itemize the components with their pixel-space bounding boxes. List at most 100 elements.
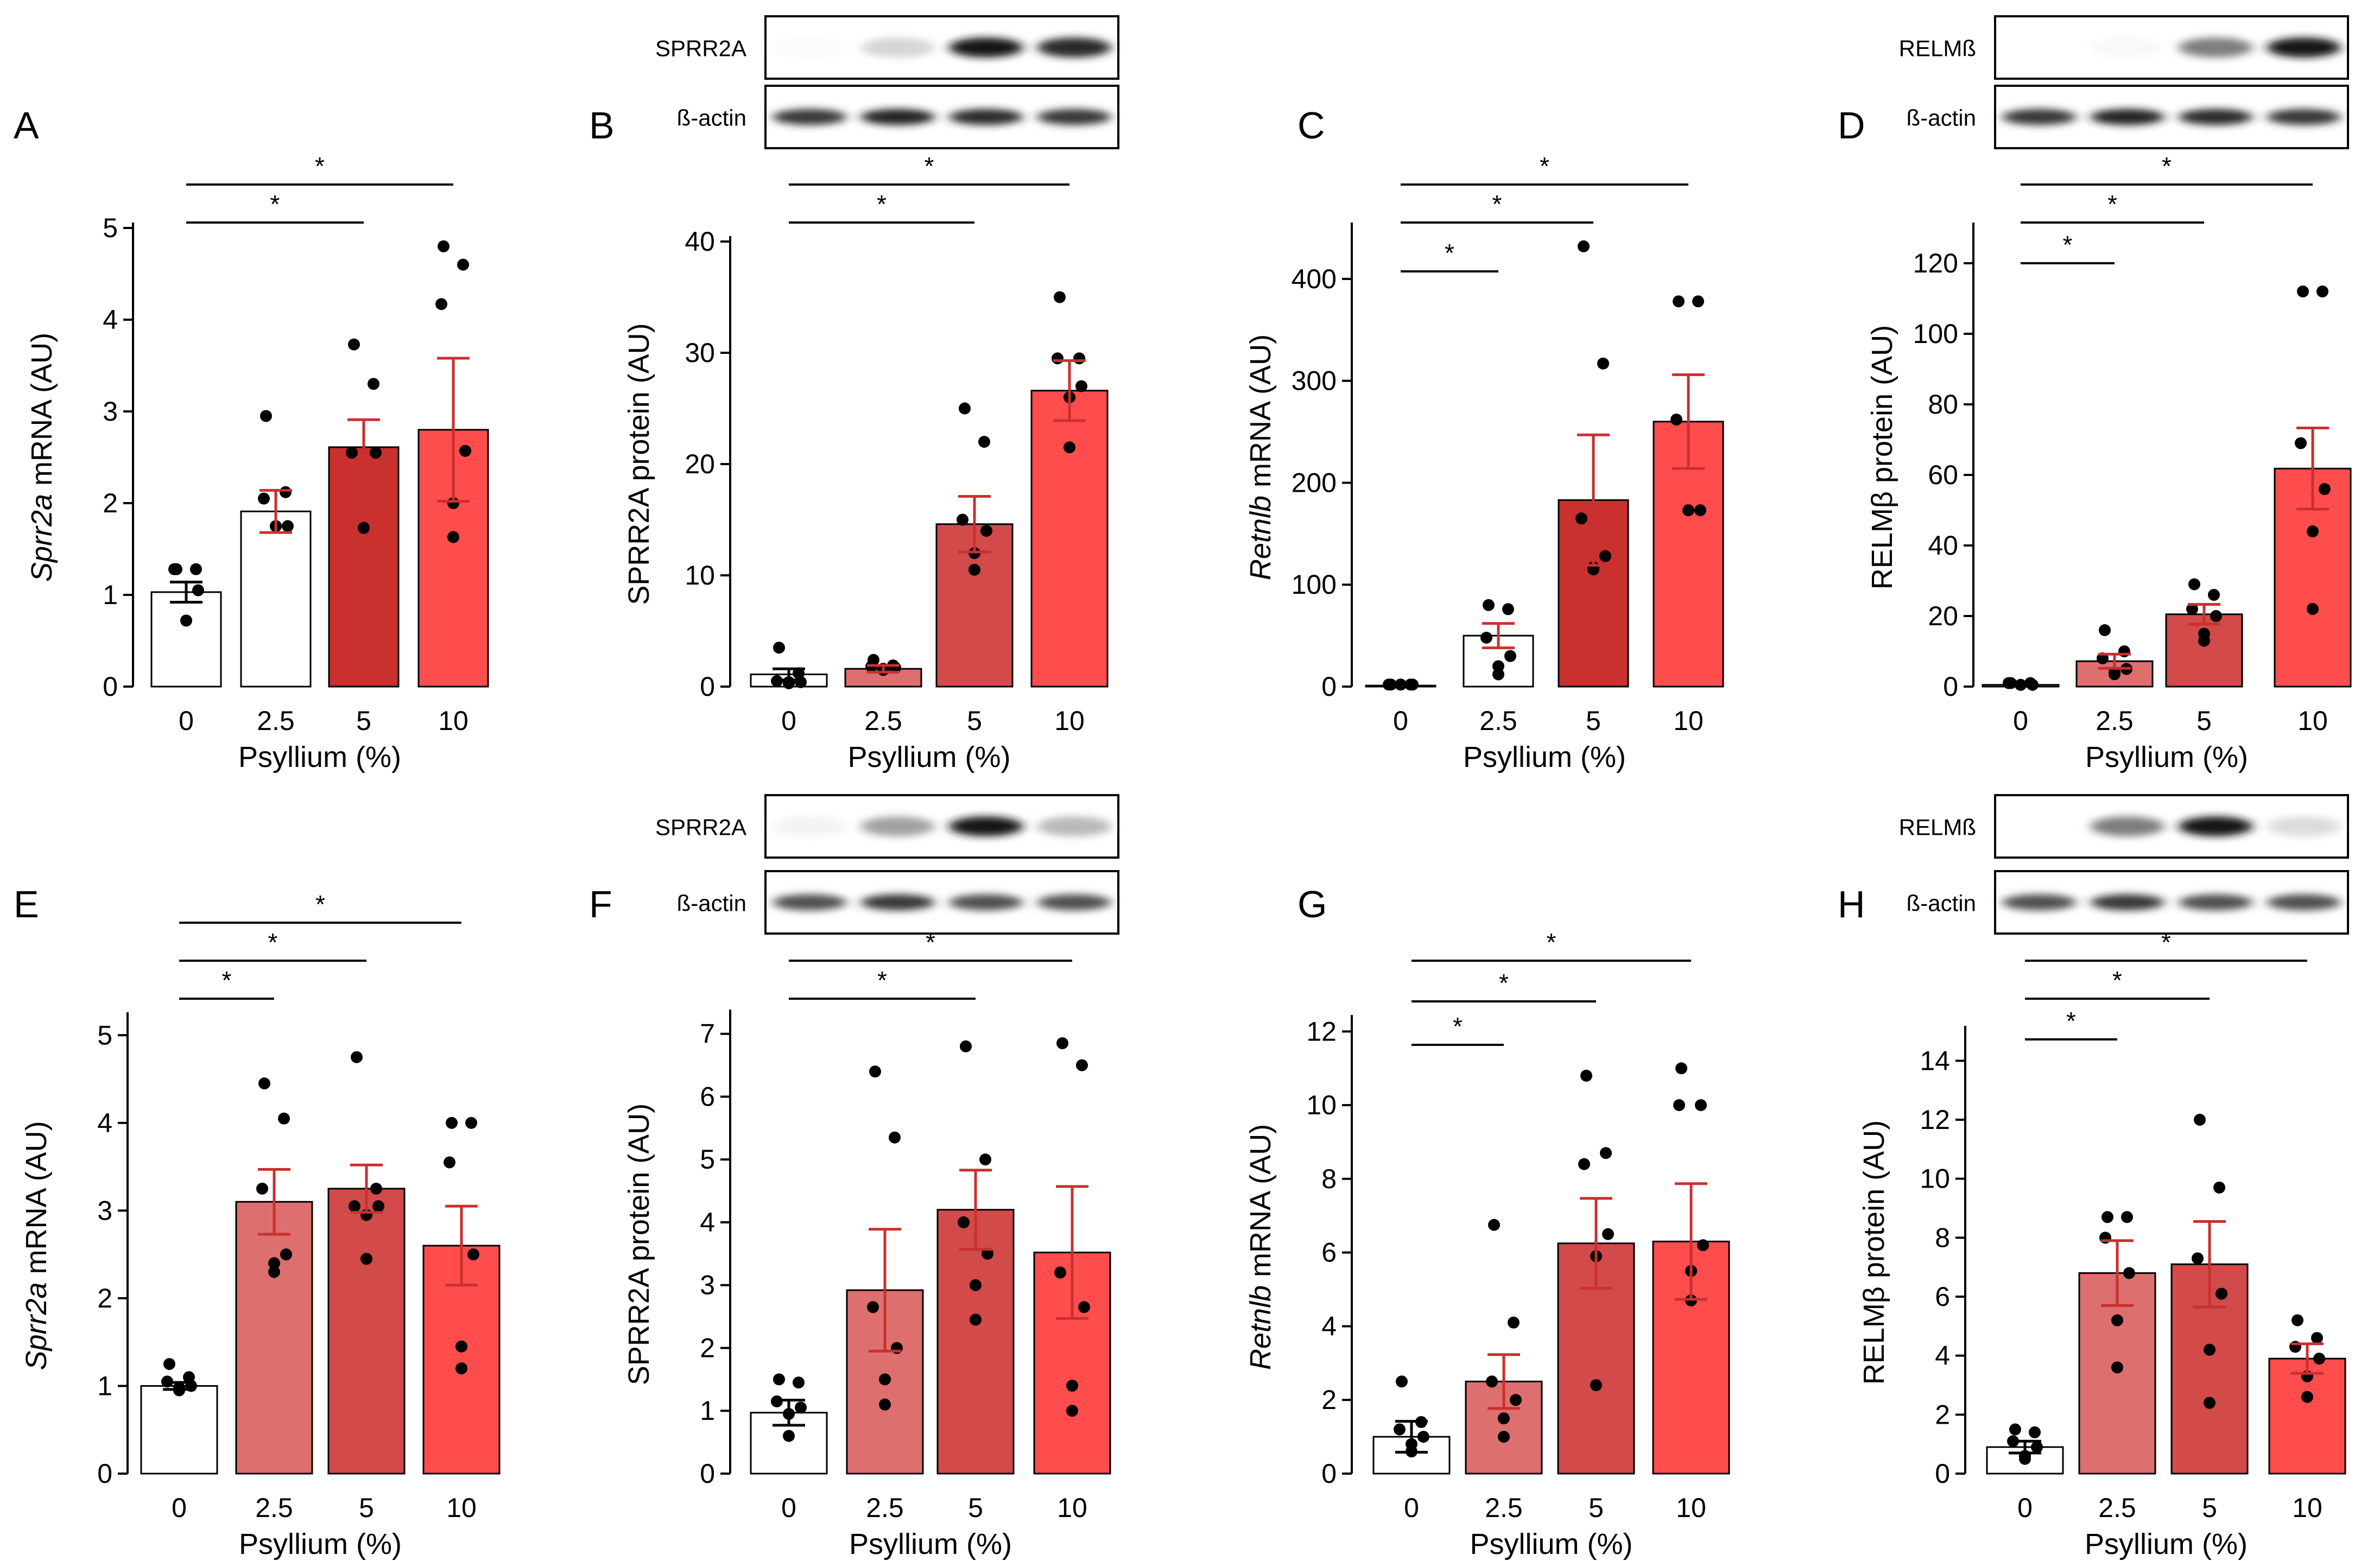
data-point-G-2-2: [1578, 1158, 1590, 1170]
blot-band-H-top-1: [2090, 816, 2164, 836]
blot-label-F-bottom: ß-actin: [677, 891, 746, 916]
data-point-D-2-3: [2210, 610, 2222, 622]
data-point-B-2-0: [959, 402, 971, 415]
data-point-H-1-0: [2102, 1211, 2113, 1223]
blot-band-H-top-2: [2179, 816, 2253, 836]
x-tick-label-C-5: 5: [1586, 706, 1601, 736]
data-point-E-3-5: [455, 1362, 467, 1375]
sig-star-D-1: *: [2107, 190, 2117, 218]
data-point-F-1-0: [869, 1065, 881, 1078]
y-axis-label-G: Retnlb mRNA (AU): [1244, 1124, 1277, 1370]
data-point-A-3-5: [447, 531, 459, 543]
blot-band-D-top-3: [2267, 37, 2341, 58]
y-tick-label-G-6: 6: [1321, 1238, 1337, 1268]
panel-G: G 0 2 4 6 8 10 12 0 2.5 5 10 Psyllium (%) Retnlb mRNA…: [1244, 883, 1730, 1560]
data-point-D-1-0: [2099, 624, 2111, 636]
data-point-C-1-3: [1504, 650, 1516, 662]
x-tick-label-F-5: 5: [968, 1493, 983, 1523]
x-axis-label-F: Psyllium (%): [849, 1528, 1012, 1560]
blot-band-D-bottom-3: [2267, 109, 2341, 125]
panel-letter-D: D: [1838, 104, 1865, 147]
blot-band-D-bottom-0: [2002, 109, 2077, 125]
y-axis-label-F: SPRR2A protein (AU): [623, 1103, 655, 1385]
data-point-G-1-0: [1488, 1219, 1500, 1231]
blot-band-F-bottom-0: [773, 894, 847, 911]
data-point-C-1-2: [1480, 631, 1492, 644]
data-point-E-2-3: [372, 1200, 384, 1213]
y-tick-label-C-400: 400: [1292, 264, 1337, 294]
data-point-H-3-0: [2292, 1314, 2303, 1327]
data-point-B-3-5: [1064, 441, 1075, 454]
data-point-A-2-1: [368, 378, 379, 390]
data-point-D-3-5: [2307, 603, 2319, 615]
y-tick-label-B-0: 0: [700, 671, 715, 702]
data-point-G-1-4: [1498, 1412, 1510, 1425]
sig-star-G-0: *: [1453, 1012, 1463, 1040]
bar-A-0: [150, 591, 222, 688]
sig-star-G-2: *: [1547, 928, 1556, 956]
x-tick-label-A-10: 10: [438, 706, 469, 736]
x-tick-label-E-10: 10: [446, 1493, 477, 1523]
data-point-C-3-2: [1670, 414, 1682, 426]
panel-letter-B: B: [589, 104, 615, 147]
data-point-D-3-3: [2319, 483, 2331, 495]
y-tick-label-B-20: 20: [685, 449, 715, 479]
panel-letter-C: C: [1297, 104, 1325, 147]
data-point-B-2-3: [980, 525, 992, 537]
data-point-H-3-3: [2313, 1353, 2325, 1365]
data-point-G-3-2: [1673, 1099, 1685, 1112]
data-point-E-1-0: [258, 1077, 270, 1090]
bar-B-10: [1030, 390, 1109, 688]
data-point-D-2-0: [2188, 578, 2200, 591]
y-tick-label-E-3: 3: [97, 1195, 112, 1226]
panel-A: A 0 1 2 3 4 5 0 2.5 5 10 Psyllium (%) Sprr2a mRNA (A…: [14, 104, 489, 773]
data-point-E-1-2: [256, 1183, 268, 1195]
blot-band-F-top-0: [773, 816, 847, 836]
data-point-F-2-0: [960, 1040, 972, 1052]
data-point-D-2-1: [2208, 589, 2220, 601]
x-tick-label-C-10: 10: [1673, 706, 1704, 736]
panel-C: C 0 100 200 300 400 0 2.5 5 10 Psyllium (%) Retnlb …: [1244, 104, 1724, 773]
data-point-A-0-2: [168, 563, 180, 575]
data-point-G-2-0: [1580, 1069, 1592, 1082]
data-point-B-3-3: [1075, 380, 1087, 392]
y-axis-label-C: Retnlb mRNA (AU): [1244, 334, 1277, 580]
x-tick-label-G-5: 5: [1588, 1493, 1604, 1523]
y-tick-label-C-300: 300: [1292, 366, 1337, 396]
y-tick-label-D-0: 0: [1943, 671, 1958, 702]
data-point-F-1-2: [867, 1301, 879, 1313]
data-point-B-3-2: [1052, 352, 1064, 365]
y-tick-label-D-20: 20: [1928, 601, 1958, 631]
x-tick-label-F-0: 0: [781, 1493, 796, 1523]
data-point-H-2-4: [2204, 1343, 2216, 1356]
x-tick-label-D-10: 10: [2297, 706, 2328, 736]
y-tick-label-H-4: 4: [1935, 1341, 1950, 1371]
data-point-F-0-3: [795, 1401, 807, 1414]
y-tick-label-A-1: 1: [103, 580, 118, 610]
data-point-H-2-2: [2192, 1252, 2204, 1265]
blot-band-B-bottom-0: [773, 109, 847, 125]
sig-star-F-0: *: [877, 966, 887, 994]
data-point-F-0-1: [793, 1376, 805, 1389]
x-tick-label-G-2.5: 2.5: [1485, 1493, 1523, 1523]
data-point-H-0-1: [2029, 1426, 2041, 1438]
data-point-D-3-1: [2316, 285, 2328, 297]
panel-letter-A: A: [14, 104, 39, 147]
x-axis-label-C: Psyllium (%): [1463, 741, 1626, 773]
data-point-H-3-5: [2301, 1391, 2313, 1403]
y-tick-label-F-1: 1: [700, 1395, 715, 1426]
x-tick-label-F-2.5: 2.5: [866, 1493, 904, 1523]
bar-E-0: [140, 1385, 218, 1475]
data-point-B-0-0: [773, 642, 785, 654]
data-point-G-2-3: [1602, 1228, 1614, 1240]
data-point-F-3-1: [1076, 1059, 1088, 1071]
x-tick-label-D-5: 5: [2197, 706, 2212, 736]
sig-star-C-1: *: [1492, 190, 1502, 218]
data-point-D-1-5: [2109, 668, 2121, 681]
data-point-C-1-5: [1492, 668, 1504, 681]
blot-band-D-bottom-2: [2179, 109, 2253, 125]
blot-band-F-top-2: [949, 816, 1023, 836]
bar-D-5: [2165, 613, 2243, 688]
y-tick-label-H-12: 12: [1920, 1105, 1950, 1135]
blot-band-H-bottom-2: [2179, 894, 2253, 911]
